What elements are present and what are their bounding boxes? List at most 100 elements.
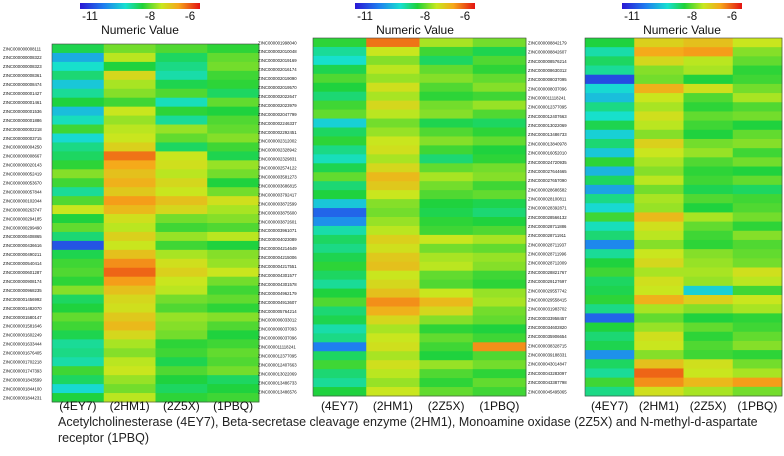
heatmap-cell (103, 61, 156, 72)
heatmap-cell (313, 172, 367, 182)
row-label: ZINC000004962179 (258, 291, 297, 296)
heatmap-cell (585, 120, 635, 131)
heatmap-cell (472, 297, 527, 307)
row-label: ZINC000008842607 (528, 50, 567, 55)
heatmap-cell (366, 109, 420, 119)
heatmap-cell (472, 46, 527, 57)
column-labels: (4EY7) (2HM1) (2Z5X) (1PBQ) (321, 399, 519, 413)
heatmap-cell (155, 151, 208, 161)
heatmap-cell (313, 252, 367, 263)
heatmap-cell (207, 223, 260, 233)
heatmap-cell (155, 330, 208, 340)
heatmap-cell (732, 74, 783, 85)
row-label: ZINC000004217551 (258, 264, 297, 269)
heatmap-cell (634, 368, 684, 379)
heatmap-cell (313, 100, 367, 110)
row-label: ZINC000008037095 (528, 77, 567, 82)
heatmap-cell (585, 276, 635, 287)
row-label: ZINC000004023089 (258, 237, 297, 242)
heatmap-cell (419, 163, 474, 173)
heatmap-cell (419, 82, 474, 93)
heatmap-cell (634, 249, 684, 259)
heatmap-cell (155, 133, 208, 143)
heatmap-cell (313, 73, 367, 84)
heatmap-cell (585, 157, 635, 167)
heatmap-cell (52, 106, 105, 116)
row-label: ZINC000002246337 (258, 121, 297, 126)
heatmap-cell (634, 38, 684, 48)
row-label: ZINC000000968235 (3, 288, 42, 293)
column-label: (2Z5X) (163, 399, 200, 413)
heatmap-cell (585, 74, 635, 85)
row-label: ZINC000013486576 (258, 389, 297, 394)
heatmap-cell (585, 304, 635, 314)
heatmap-cell (313, 145, 367, 155)
heatmap-cell (52, 169, 105, 179)
heatmap-cell (683, 166, 734, 177)
heatmap-cell (634, 83, 684, 94)
row-label: ZINC000000001461 (3, 100, 42, 105)
row-label: ZINC000000540414 (3, 261, 42, 266)
heatmap-cell (585, 295, 635, 305)
column-label: (2HM1) (110, 399, 150, 413)
heatmap-cell (155, 276, 208, 287)
heatmap-cell (52, 151, 105, 161)
heatmap-cell (585, 230, 635, 241)
heatmap-cell (585, 285, 635, 296)
heatmap-cell (732, 203, 783, 213)
row-label: ZINC000028711937 (528, 242, 567, 247)
heatmap-cell (313, 154, 367, 164)
heatmap-cell (634, 184, 684, 195)
heatmap-cell (683, 331, 734, 342)
row-label: ZINC000003961071 (258, 228, 297, 233)
heatmap-cell (634, 129, 684, 140)
row-label: ZINC000000908174 (3, 279, 42, 284)
heatmap-cell (585, 313, 635, 323)
heatmap-cell (683, 304, 734, 314)
column-label: (1PBQ) (213, 399, 253, 413)
heatmap-cell (366, 288, 420, 298)
heatmap-cell (683, 368, 734, 379)
heatmap-cell (207, 267, 260, 278)
heatmap-cell (366, 163, 420, 173)
heatmap-cell (155, 375, 208, 385)
heatmap-cell (472, 82, 527, 93)
heatmap-cell (366, 199, 420, 209)
heatmap-cell (683, 276, 734, 287)
heatmap-cell (683, 83, 734, 94)
heatmap-cell (732, 175, 783, 186)
heatmap-cell (52, 160, 105, 170)
row-label: ZINC000006037093 (258, 327, 297, 332)
heatmap-cell (634, 230, 684, 241)
heatmap-cell (366, 190, 420, 200)
row-label: ZINC000001602249 (3, 333, 42, 338)
heatmap-cell (419, 288, 474, 298)
heatmap-cell (52, 70, 105, 81)
heatmap-cell (366, 333, 420, 343)
heatmap-cell (155, 312, 208, 322)
row-label: ZINC000000001427 (3, 91, 42, 96)
heatmap-cell (732, 295, 783, 305)
row-label: ZINC000043014847 (528, 362, 567, 367)
row-label: ZINC000004913607 (258, 300, 297, 305)
heatmap-cell (155, 339, 208, 349)
row-label: ZINC000002312002 (258, 139, 297, 144)
heatmap-cell (683, 175, 734, 186)
heatmap-cell (732, 258, 783, 268)
column-label: (1PBQ) (737, 399, 777, 413)
column-label: (4EY7) (591, 399, 628, 413)
heatmap-cell (155, 196, 208, 206)
heatmap-cell (634, 203, 684, 213)
heatmap-cell (419, 181, 474, 191)
heatmap-cell (103, 366, 156, 376)
heatmap-cell (472, 217, 527, 227)
heatmap-cell (634, 74, 684, 85)
heatmap-cell (52, 366, 105, 376)
heatmap-cell (207, 330, 260, 340)
heatmap-cell (472, 91, 527, 102)
column-label: (1PBQ) (479, 399, 519, 413)
heatmap-cell (52, 312, 105, 322)
row-label: ZINC000000053670 (3, 181, 42, 186)
heatmap-cell (585, 38, 635, 48)
heatmap-cell (155, 79, 208, 90)
